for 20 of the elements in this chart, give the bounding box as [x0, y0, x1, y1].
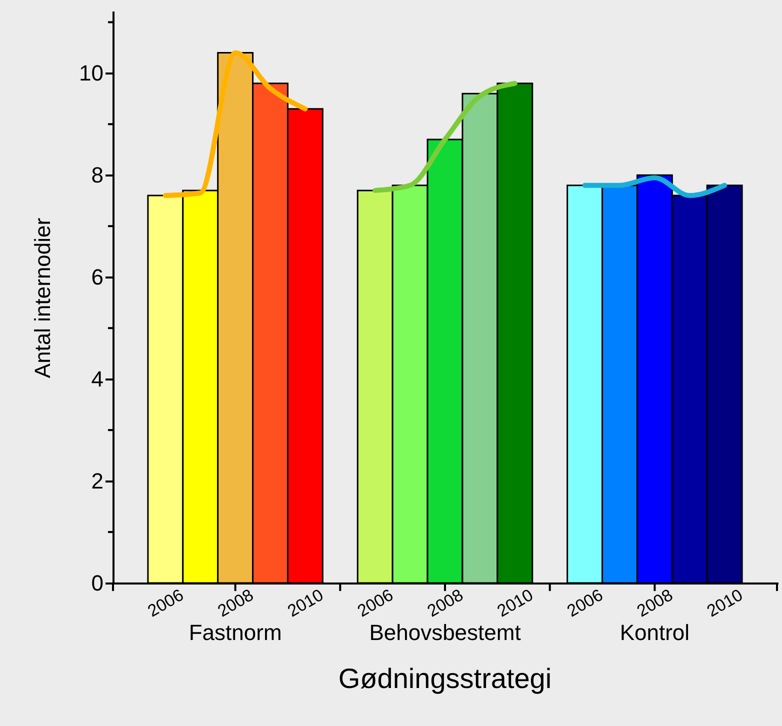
x-tick-label: 2006 — [144, 585, 187, 621]
x-tick-label: 2010 — [704, 585, 746, 621]
x-tick-label: 2008 — [214, 585, 257, 621]
x-tick-label: 2010 — [494, 585, 536, 621]
y-tick-label: 0 — [91, 570, 104, 596]
x-tick-label: 2010 — [284, 585, 327, 621]
y-tick-label: 2 — [91, 468, 104, 494]
text: Behovsbestemt — [369, 620, 521, 645]
x-axis-title: Gødningsstrategi — [338, 663, 552, 694]
text: Kontrol — [620, 620, 690, 645]
y-axis-title: Antal internodier — [30, 218, 56, 378]
x-tick-label: 2006 — [564, 585, 606, 621]
y-tick-label: 6 — [91, 264, 104, 290]
x-tick-label: 2008 — [634, 585, 676, 621]
text: Fastnorm — [188, 620, 282, 645]
y-tick-label: 4 — [91, 366, 104, 392]
y-tick-label: 10 — [79, 60, 104, 86]
x-tick-label: 2008 — [424, 585, 466, 621]
y-tick-label: 8 — [91, 162, 104, 188]
x-tick-label: 2006 — [354, 585, 396, 621]
